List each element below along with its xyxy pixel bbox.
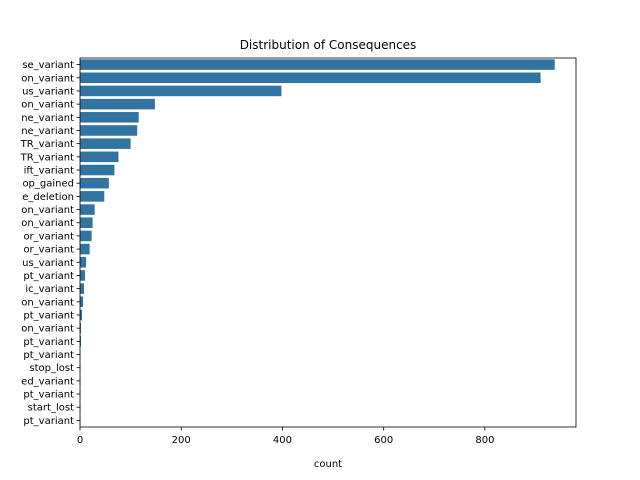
y-tick-label: us_variant	[22, 86, 74, 97]
y-tick-label: pt_variant	[23, 390, 74, 401]
bar	[80, 230, 92, 242]
y-tick-label: ne_variant	[21, 113, 74, 124]
y-tick-label: pt_variant	[23, 337, 74, 348]
y-tick-label: on_variant	[21, 324, 74, 335]
bar	[80, 72, 541, 84]
y-tick-label: on_variant	[21, 205, 74, 216]
y-tick-label: op_gained	[22, 179, 74, 190]
bar	[80, 256, 87, 268]
y-tick-label: ed_variant	[21, 376, 74, 387]
x-tick-label: 200	[172, 435, 191, 446]
y-tick-label: on_variant	[21, 73, 74, 84]
bar	[80, 191, 105, 202]
bar	[80, 336, 82, 347]
bar	[80, 243, 90, 255]
y-tick-label: ift_variant	[24, 166, 74, 177]
y-tick-label: ic_variant	[25, 284, 74, 295]
bar	[80, 151, 119, 163]
bar	[80, 322, 82, 334]
y-tick-label: pt_variant	[23, 416, 74, 427]
bar	[80, 164, 115, 176]
bar	[80, 309, 83, 321]
bar	[80, 296, 84, 308]
y-axis-ticks: se_variant on_variant us_variant on_variant…	[20, 60, 80, 427]
plot-frame	[79, 57, 577, 428]
bar	[80, 125, 138, 136]
bar	[80, 204, 95, 215]
chart-title: Distribution of Consequences	[240, 38, 417, 52]
bar	[80, 85, 282, 97]
bar	[80, 283, 85, 294]
y-tick-label: stop_lost	[29, 363, 74, 374]
x-tick-label: 600	[374, 435, 393, 446]
y-tick-label: pt_variant	[23, 271, 74, 282]
x-axis-label: count	[314, 459, 342, 470]
y-tick-label: or_variant	[23, 245, 74, 256]
bar	[80, 270, 86, 281]
bar	[80, 98, 155, 110]
x-tick-label: 0	[77, 435, 83, 446]
y-tick-label: on_variant	[21, 100, 74, 111]
y-tick-label: e_deletion	[22, 192, 74, 203]
y-tick-label: ne_variant	[21, 126, 74, 137]
bar	[80, 112, 139, 123]
y-tick-label: pt_variant	[23, 310, 74, 321]
bar	[80, 138, 131, 149]
y-tick-label: us_variant	[22, 258, 74, 269]
y-tick-label: TR_variant	[20, 139, 74, 150]
y-tick-label: TR_variant	[20, 152, 74, 163]
y-tick-label: start_lost	[28, 403, 74, 414]
bar	[80, 59, 555, 70]
bar	[80, 217, 93, 229]
x-tick-label: 800	[475, 435, 494, 446]
bar	[80, 177, 109, 189]
y-tick-label: on_variant	[21, 297, 74, 308]
y-tick-label: se_variant	[22, 60, 74, 71]
x-tick-label: 400	[273, 435, 292, 446]
x-axis-ticks: 0 200 400 600 800	[77, 427, 494, 446]
y-tick-label: pt_variant	[23, 350, 74, 361]
bars-group	[80, 59, 555, 426]
y-tick-label: on_variant	[21, 218, 74, 229]
y-tick-label: or_variant	[23, 231, 74, 242]
